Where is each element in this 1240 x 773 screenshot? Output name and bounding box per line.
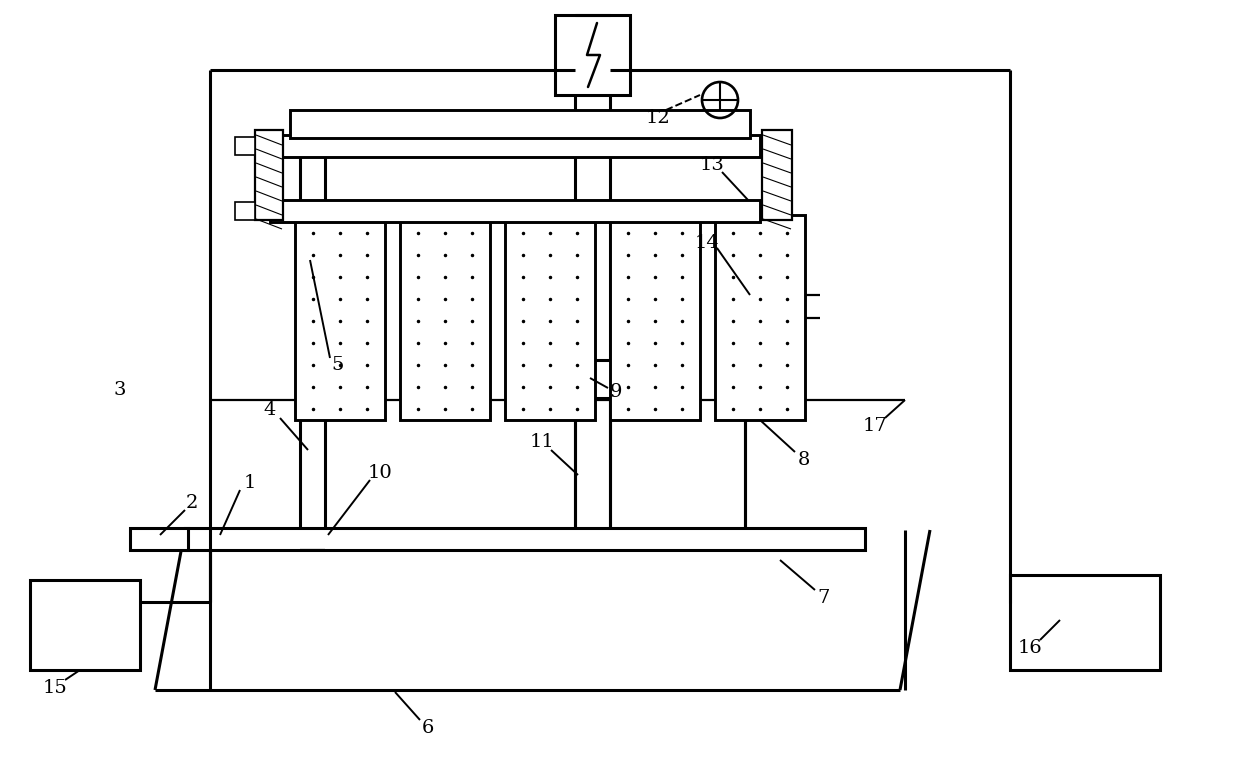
- Bar: [270, 135, 760, 157]
- Bar: [715, 215, 805, 420]
- Text: 16: 16: [1018, 639, 1043, 657]
- Bar: [130, 528, 188, 550]
- Text: 4: 4: [264, 401, 277, 419]
- Text: 7: 7: [818, 589, 831, 607]
- Bar: [255, 130, 283, 220]
- Bar: [30, 580, 140, 670]
- Bar: [236, 137, 255, 155]
- Text: 6: 6: [422, 719, 434, 737]
- Text: 17: 17: [863, 417, 888, 435]
- Bar: [295, 215, 384, 420]
- Text: 11: 11: [529, 433, 554, 451]
- Text: 1: 1: [244, 474, 257, 492]
- Bar: [185, 528, 866, 550]
- Bar: [610, 215, 701, 420]
- Bar: [290, 110, 750, 138]
- Text: 14: 14: [694, 234, 719, 252]
- Bar: [763, 130, 792, 220]
- Text: 12: 12: [646, 109, 671, 127]
- Text: 5: 5: [332, 356, 345, 374]
- Bar: [236, 202, 255, 220]
- Text: 10: 10: [367, 464, 392, 482]
- Bar: [548, 360, 613, 398]
- Text: 13: 13: [699, 156, 724, 174]
- Text: 3: 3: [114, 381, 126, 399]
- Bar: [1011, 575, 1159, 670]
- Bar: [270, 200, 760, 222]
- Text: 2: 2: [186, 494, 198, 512]
- Text: 8: 8: [797, 451, 810, 469]
- Bar: [556, 15, 630, 95]
- Text: 9: 9: [610, 383, 622, 401]
- Text: 15: 15: [42, 679, 67, 697]
- Bar: [505, 215, 595, 420]
- Bar: [401, 215, 490, 420]
